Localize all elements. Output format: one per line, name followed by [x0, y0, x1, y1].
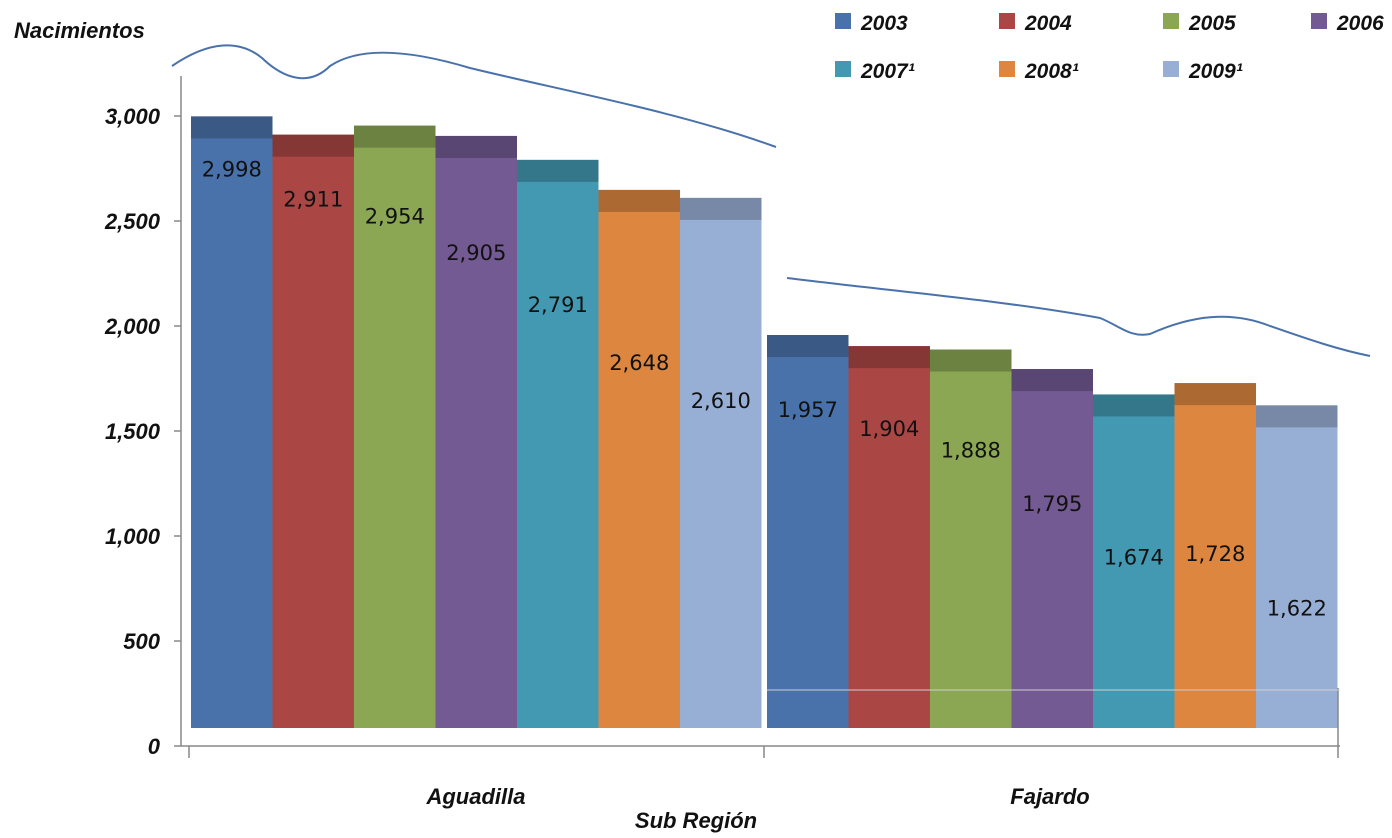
legend-swatch-5 — [835, 61, 851, 77]
x-tick-label: Fajardo — [1010, 784, 1089, 809]
y-tick-label: 1,000 — [105, 524, 161, 549]
data-label: 1,622 — [1267, 596, 1327, 620]
legend-label-6: 2008¹ — [1024, 60, 1079, 83]
bar-cap — [272, 134, 354, 157]
bar-cap — [1011, 369, 1093, 392]
bar-cap — [1174, 383, 1256, 406]
legend-label-5: 2007¹ — [860, 60, 915, 83]
y-tick-label: 500 — [123, 629, 160, 654]
bar-cap — [848, 346, 930, 369]
data-label: 2,954 — [365, 205, 425, 229]
data-label: 1,795 — [1022, 492, 1082, 516]
bar-2005-fajardo — [930, 349, 1012, 728]
bar-2005-aguadilla — [354, 125, 436, 728]
bars-layer: 2,998 2,911 2,954 2,905 2,791 2,648 2,610 1,957… — [191, 116, 1338, 729]
data-label: 1,888 — [941, 439, 1001, 463]
y-tick-label: 3,000 — [105, 104, 161, 129]
bar-cap — [767, 335, 849, 358]
bar-2003-fajardo — [767, 335, 849, 728]
bar-2008-aguadilla — [598, 189, 680, 729]
bar-2004-fajardo — [848, 346, 930, 728]
legend-label-4: 2006 — [1336, 12, 1384, 35]
axes-layer: 0 500 1,000 1,500 2,000 2,500 3,000 Aguadilla Fa… — [104, 76, 1340, 809]
data-label: 2,998 — [202, 157, 262, 181]
y-tick-label: 2,000 — [104, 314, 161, 339]
legend: 2003 2004 2005 2006 2007¹ 2008¹ 2009¹ — [835, 12, 1384, 83]
data-label: 1,674 — [1104, 545, 1164, 569]
data-label: 2,791 — [528, 293, 588, 317]
data-label: 1,904 — [859, 417, 919, 441]
bar-cap — [1256, 405, 1338, 428]
bar-cap — [435, 135, 517, 158]
bar-2009-aguadilla — [680, 197, 762, 728]
bar-2006-aguadilla — [435, 135, 517, 728]
legend-swatch-4 — [1311, 13, 1327, 29]
y-axis-title: Nacimientos — [14, 18, 145, 43]
bar-cap — [930, 349, 1012, 372]
bar-2004-aguadilla — [272, 134, 354, 728]
bar-cap — [191, 116, 273, 139]
legend-label-1: 2003 — [860, 12, 908, 35]
y-tick-label: 1,500 — [105, 419, 161, 444]
data-label: 2,610 — [691, 389, 751, 413]
y-tick-label: 0 — [148, 734, 161, 759]
bar-cap — [1093, 394, 1175, 417]
x-tick-label: Aguadilla — [425, 784, 525, 809]
x-axis-title: Sub Región — [634, 808, 758, 833]
bar-cap — [354, 125, 436, 148]
bar-2006-fajardo — [1011, 369, 1093, 728]
bar-cap — [680, 197, 762, 220]
legend-label-3: 2005 — [1188, 12, 1236, 35]
bar-cap — [517, 159, 599, 182]
bar-cap — [598, 189, 680, 212]
legend-swatch-1 — [835, 13, 851, 29]
y-tick-label: 2,500 — [104, 209, 161, 234]
bar-2003-aguadilla — [191, 116, 273, 729]
legend-label-7: 2009¹ — [1188, 60, 1243, 83]
legend-swatch-7 — [1163, 61, 1179, 77]
data-label: 2,648 — [609, 351, 669, 375]
trend-lines-layer — [171, 44, 1371, 357]
trend-line-fajardo — [786, 277, 1371, 357]
legend-label-2: 2004 — [1024, 12, 1072, 35]
legend-swatch-3 — [1163, 13, 1179, 29]
data-label: 2,911 — [283, 188, 343, 212]
trend-line-aguadilla — [171, 44, 777, 148]
bar-2009-fajardo — [1256, 405, 1338, 728]
legend-swatch-6 — [999, 61, 1015, 77]
data-label: 1,728 — [1185, 542, 1245, 566]
data-label: 2,905 — [446, 241, 506, 265]
legend-swatch-2 — [999, 13, 1015, 29]
bar-2007-fajardo — [1093, 394, 1175, 728]
bar-2007-aguadilla — [517, 159, 599, 728]
bar-2008-fajardo — [1174, 383, 1256, 728]
data-label: 1,957 — [778, 398, 838, 422]
